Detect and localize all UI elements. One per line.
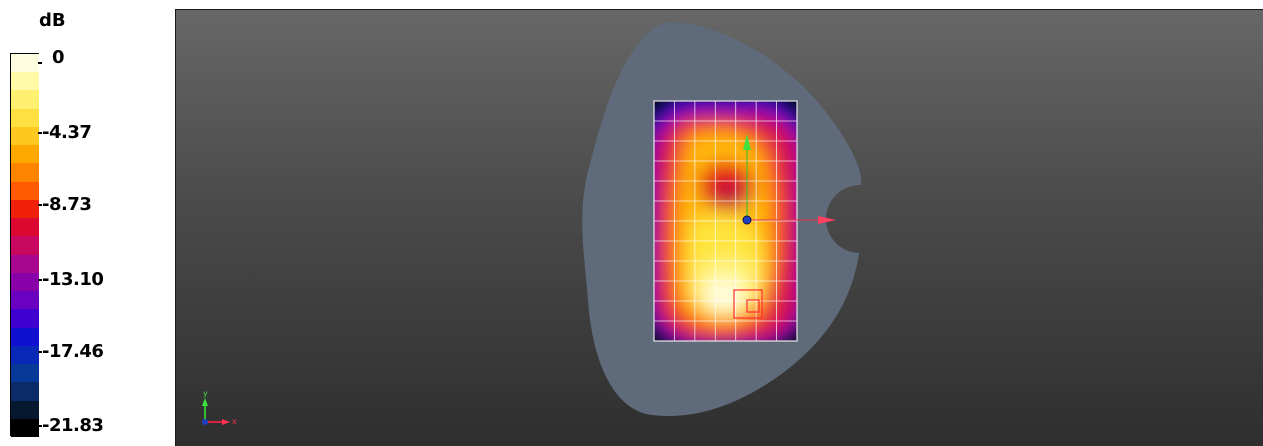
axis-triad: y x — [202, 389, 237, 426]
3d-viewport[interactable]: y x — [175, 9, 1263, 446]
legend-swatch — [11, 309, 39, 329]
probe-y-arrow-icon — [743, 134, 751, 150]
legend-tick — [38, 351, 42, 353]
legend-swatch — [11, 54, 39, 73]
probe-origin-dot[interactable] — [742, 215, 752, 225]
legend-unit-label: dB — [39, 10, 66, 31]
legend-swatch — [11, 90, 39, 110]
legend-tick — [38, 132, 42, 134]
legend-swatch — [11, 163, 39, 183]
legend-label: -17.46 — [42, 341, 104, 362]
legend-swatch — [11, 400, 39, 420]
legend-tick — [38, 62, 42, 64]
legend-swatch — [11, 327, 39, 347]
legend-swatch — [11, 272, 39, 292]
sar-heatmap — [654, 101, 797, 341]
peak-cube-inner — [746, 299, 760, 313]
grid-border — [653, 100, 798, 342]
legend-swatch — [11, 126, 39, 146]
peak-cube-outer — [733, 289, 763, 319]
legend-swatch — [11, 72, 39, 91]
legend-color-bar — [10, 53, 39, 438]
legend-swatch — [11, 382, 39, 402]
legend-tick — [38, 279, 42, 281]
legend-label: -13.10 — [42, 269, 104, 290]
legend-swatch — [11, 218, 39, 237]
legend-swatch — [11, 418, 39, 438]
x-axis-label: x — [232, 417, 237, 426]
legend-label: -8.73 — [42, 194, 92, 215]
legend-label: -21.83 — [42, 415, 104, 436]
legend-swatch — [11, 345, 39, 365]
legend-swatch — [11, 145, 39, 164]
y-axis-label: y — [203, 389, 208, 398]
scene-canvas[interactable]: y x — [176, 10, 1263, 446]
legend-swatch — [11, 108, 39, 128]
legend-swatch — [11, 199, 39, 219]
legend-swatch — [11, 364, 39, 383]
color-legend: dB 0 -4.37 -8.73 -13.10 -17.46 -21.83 — [0, 0, 175, 446]
measurement-grid — [654, 101, 797, 341]
legend-swatch — [11, 236, 39, 256]
probe-x-arrow-icon — [818, 216, 836, 224]
legend-label: 0 — [52, 47, 65, 68]
legend-swatch — [11, 181, 39, 201]
legend-swatch — [11, 291, 39, 310]
legend-swatch — [11, 254, 39, 274]
legend-tick — [38, 425, 42, 427]
legend-label: -4.37 — [42, 122, 92, 143]
legend-tick — [38, 204, 42, 206]
